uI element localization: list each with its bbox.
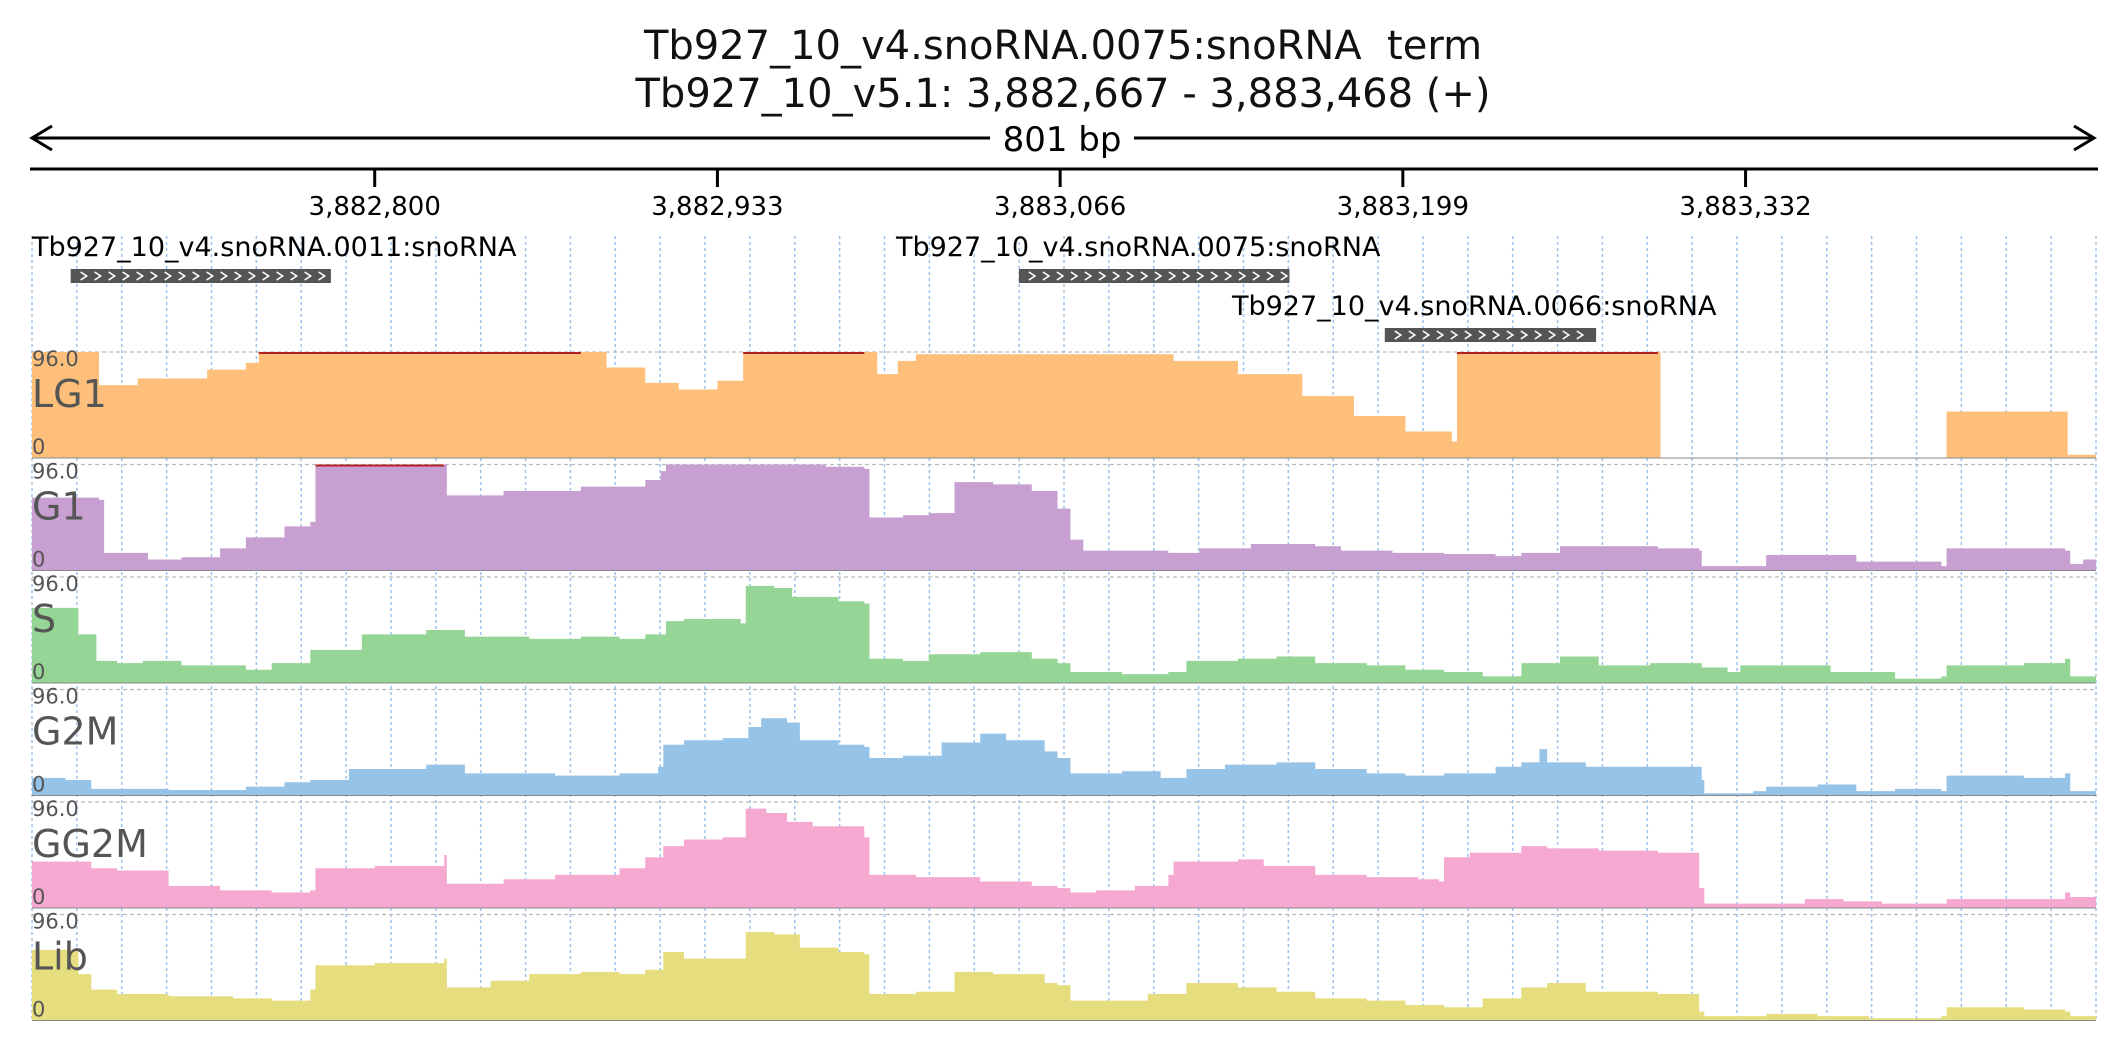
- strand-arrow-icon: [262, 271, 271, 281]
- strand-arrow-icon: [1238, 271, 1247, 281]
- strand-arrow-icon: [234, 271, 243, 281]
- feature-bar: [70, 269, 331, 283]
- strand-arrow-icon: [1422, 330, 1431, 340]
- coverage-area-g2m: [32, 718, 2096, 796]
- locus-title: Tb927_10_v5.1: 3,882,667 - 3,883,468 (+): [635, 71, 1491, 117]
- feature-title: Tb927_10_v4.snoRNA.0075:snoRNA term: [643, 23, 1483, 69]
- track-max-label: 96.0: [32, 460, 79, 484]
- strand-arrow-icon: [1280, 271, 1289, 281]
- strand-arrow-icon: [122, 271, 131, 281]
- track-min-label: 0: [32, 660, 45, 684]
- track-min-label: 0: [32, 435, 45, 459]
- strand-arrow-icon: [1394, 330, 1403, 340]
- coordinate-axis: 3,882,800 3,882,933 3,883,066 3,883,199 3,88…: [30, 167, 2098, 222]
- track-name: GG2M: [32, 822, 148, 866]
- strand-arrow-icon: [220, 271, 229, 281]
- track-min-label: 0: [32, 548, 45, 572]
- strand-arrow-icon: [1266, 271, 1275, 281]
- strand-arrow-icon: [136, 271, 145, 281]
- span-arrow-right-icon: [2073, 124, 2097, 152]
- strand-arrow-icon: [318, 271, 327, 281]
- coverage-tracks: 96.00LG196.00G196.00S96.00G2M96.00GG2M96…: [32, 347, 2096, 1022]
- coverage-area-s: [32, 585, 2096, 683]
- track-max-label: 96.0: [32, 910, 79, 934]
- track-max-label: 96.0: [32, 685, 79, 709]
- strand-arrow-icon: [276, 271, 285, 281]
- strand-arrow-icon: [1464, 330, 1473, 340]
- axis-tick-label: 3,882,933: [651, 192, 783, 222]
- strand-arrow-icon: [1548, 330, 1557, 340]
- strand-arrow-icon: [80, 271, 89, 281]
- track-max-label: 96.0: [32, 347, 79, 371]
- strand-arrow-icon: [1140, 271, 1149, 281]
- strand-arrow-icon: [1478, 330, 1487, 340]
- strand-arrow-icon: [1492, 330, 1501, 340]
- strand-arrow-icon: [164, 271, 173, 281]
- strand-arrow-icon: [1210, 271, 1219, 281]
- track-min-label: 0: [32, 773, 45, 797]
- strand-arrow-icon: [1224, 271, 1233, 281]
- strand-arrow-icon: [1534, 330, 1543, 340]
- feature-bar: [1018, 269, 1290, 283]
- strand-arrow-icon: [1562, 330, 1571, 340]
- strand-arrow-icon: [192, 271, 201, 281]
- axis-tick-label: 3,883,066: [994, 192, 1126, 222]
- coverage-area-lg1: [32, 352, 2096, 458]
- feature-bar: [1384, 328, 1597, 342]
- feature-label: Tb927_10_v4.snoRNA.0066:snoRNA: [1231, 291, 1717, 322]
- span-label-bg: [990, 118, 1134, 158]
- strand-arrow-icon: [1182, 271, 1191, 281]
- strand-arrow-icon: [150, 271, 159, 281]
- strand-arrow-icon: [1098, 271, 1107, 281]
- track-min-label: 0: [32, 998, 45, 1022]
- coverage-area-lib: [32, 932, 2096, 1021]
- coverage-area-gg2m: [32, 808, 2096, 908]
- strand-arrow-icon: [1084, 271, 1093, 281]
- strand-arrow-icon: [1154, 271, 1163, 281]
- feature-label: Tb927_10_v4.snoRNA.0011:snoRNA: [31, 232, 517, 263]
- track-name: G2M: [32, 710, 118, 754]
- axis-tick-label: 3,883,332: [1679, 192, 1811, 222]
- span-arrow-left-icon: [29, 124, 53, 152]
- strand-arrow-icon: [1408, 330, 1417, 340]
- strand-arrow-icon: [1042, 271, 1051, 281]
- strand-arrow-icon: [1112, 271, 1121, 281]
- track-min-label: 0: [32, 885, 45, 909]
- strand-arrow-icon: [94, 271, 103, 281]
- strand-arrow-icon: [290, 271, 299, 281]
- strand-arrow-icon: [178, 271, 187, 281]
- strand-arrow-icon: [1520, 330, 1529, 340]
- strand-arrow-icon: [1576, 330, 1585, 340]
- strand-arrow-icon: [248, 271, 257, 281]
- strand-arrow-icon: [1028, 271, 1037, 281]
- strand-arrow-icon: [206, 271, 215, 281]
- strand-arrow-icon: [1056, 271, 1065, 281]
- track-name: S: [32, 597, 56, 641]
- strand-arrow-icon: [1252, 271, 1261, 281]
- strand-arrow-icon: [1506, 330, 1515, 340]
- span-ruler: 801 bp: [29, 118, 2097, 160]
- feature-track: Tb927_10_v4.snoRNA.0011:snoRNA Tb927_10_v…: [31, 232, 1717, 342]
- track-max-label: 96.0: [32, 797, 79, 821]
- coverage-area-g1: [32, 464, 2096, 571]
- strand-arrow-icon: [1168, 271, 1177, 281]
- strand-arrow-icon: [1196, 271, 1205, 281]
- feature-label: Tb927_10_v4.snoRNA.0075:snoRNA: [895, 232, 1381, 263]
- axis-tick-label: 3,882,800: [309, 192, 441, 222]
- strand-arrow-icon: [1450, 330, 1459, 340]
- track-name: LG1: [32, 372, 107, 416]
- strand-arrow-icon: [304, 271, 313, 281]
- span-label: 801 bp: [1003, 120, 1122, 160]
- track-name: G1: [32, 485, 86, 529]
- track-max-label: 96.0: [32, 572, 79, 596]
- axis-tick-label: 3,883,199: [1337, 192, 1469, 222]
- strand-arrow-icon: [108, 271, 117, 281]
- strand-arrow-icon: [1070, 271, 1079, 281]
- strand-arrow-icon: [1126, 271, 1135, 281]
- track-name: Lib: [32, 935, 88, 979]
- strand-arrow-icon: [1436, 330, 1445, 340]
